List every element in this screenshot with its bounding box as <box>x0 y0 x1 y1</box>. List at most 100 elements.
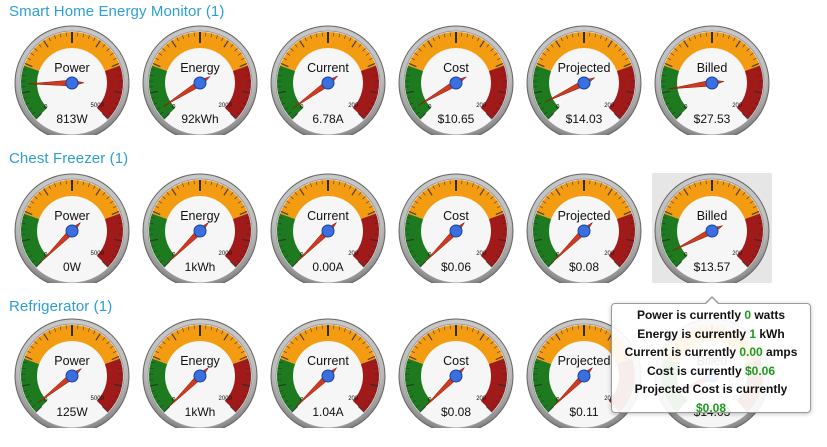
gauge-tick <box>550 337 554 341</box>
gauge-tick <box>490 196 494 200</box>
gauge-tick <box>114 102 119 105</box>
gauge-tick <box>362 196 366 200</box>
gauge-tick <box>21 90 30 94</box>
gauge-tick <box>159 259 164 263</box>
gauge-energy[interactable]: Energy 0 2000 1kWh <box>140 318 260 428</box>
gauge-tick <box>535 390 540 393</box>
gauge-tick <box>496 350 501 354</box>
gauge-tick <box>670 52 675 56</box>
gauge-tick <box>533 74 538 76</box>
gauge-tick <box>748 111 753 115</box>
gauge-tick <box>338 33 341 38</box>
gauge-tick <box>535 245 540 248</box>
gauge-value: 1.04A <box>312 405 343 419</box>
section-title[interactable]: Chest Freezer (1) <box>9 150 129 167</box>
gauge-current[interactable]: Current 0 200 6.78A <box>268 25 388 135</box>
gauge-billed[interactable]: Billed 0 200 $13.57 <box>652 173 772 283</box>
gauge-tick <box>678 192 682 196</box>
gauge-tick <box>605 37 608 42</box>
green-band <box>20 213 48 268</box>
gauge-tick <box>112 205 117 209</box>
red-band <box>352 65 379 120</box>
gauge-cost[interactable]: Cost 0 200 $0.06 <box>396 173 516 283</box>
gauge-cost[interactable]: Cost 0 200 $0.08 <box>396 318 516 428</box>
gauge-tick <box>106 341 110 345</box>
gauge-tick <box>349 37 352 42</box>
gauge-value: 813W <box>56 112 88 126</box>
gauge-value: 1kWh <box>185 405 216 419</box>
gauge-tick <box>621 200 626 204</box>
gauge-power[interactable]: Power 0 5000 125W <box>12 318 132 428</box>
gauge-tick <box>280 62 289 68</box>
gauge-current[interactable]: Current 0 200 0.00A <box>268 173 388 283</box>
tooltip-line: $0.08 <box>612 399 810 418</box>
gauge-tick <box>560 185 563 190</box>
gauge-tick <box>409 102 414 105</box>
gauge-tick <box>560 37 563 42</box>
gauge-projected[interactable]: Projected 0 200 $0.08 <box>524 173 644 283</box>
gauge-power[interactable]: Power 0 5000 0W <box>12 173 132 283</box>
gauge-tick <box>365 200 370 204</box>
section-title[interactable]: Refrigerator (1) <box>9 298 113 315</box>
orange-band <box>280 180 376 220</box>
gauge-tick <box>537 102 542 105</box>
gauge-value: $14.03 <box>566 112 603 126</box>
gauge-tick <box>407 245 412 248</box>
gauge-tick <box>234 341 238 345</box>
gauge-energy[interactable]: Energy 0 2000 92kWh <box>140 25 260 135</box>
gauge-tick <box>281 250 286 253</box>
orange-band <box>536 325 632 365</box>
gauge-tick <box>546 48 550 52</box>
gauge-tick <box>230 337 234 341</box>
gauge-tick <box>372 245 377 248</box>
gauge-tick <box>533 222 538 224</box>
gauge-tick <box>618 48 622 52</box>
gauge-tick <box>22 68 27 71</box>
gauge-tick <box>151 97 156 100</box>
gauge-tick <box>411 57 416 61</box>
gauge-energy[interactable]: Energy 0 2000 1kWh <box>140 173 260 283</box>
gauge-tick <box>620 111 625 115</box>
gauge-hub <box>193 224 207 238</box>
gauge-label: Cost <box>443 209 469 223</box>
gauge-tick <box>661 238 670 242</box>
gauge-tick <box>149 90 158 94</box>
tooltip-unit: amps <box>762 345 798 359</box>
gauge-hub <box>577 369 591 383</box>
gauge-tick <box>299 188 305 196</box>
gauge-tick <box>373 68 378 71</box>
gauge-tick <box>280 355 289 361</box>
gauge-value: 6.78A <box>312 112 343 126</box>
gauge-tick <box>279 390 284 393</box>
gauge-tick <box>343 328 346 333</box>
gauge-tick <box>542 52 547 56</box>
gauge-tick <box>236 404 241 408</box>
gauge-tick <box>419 112 427 120</box>
gauge-tick <box>664 62 673 68</box>
gauge-tick <box>746 196 750 200</box>
gauge-billed[interactable]: Billed 0 200 $27.53 <box>652 25 772 135</box>
gauge-tick <box>237 345 242 349</box>
gauge-tick <box>742 44 746 48</box>
gauge-cost[interactable]: Cost 0 200 $10.65 <box>396 25 516 135</box>
gauge-min-label: 0 <box>44 398 48 404</box>
gauge-tick <box>665 102 670 105</box>
gauge-projected[interactable]: Projected 0 200 $14.03 <box>524 25 644 135</box>
gauge-tick <box>443 181 446 186</box>
gauge-tick <box>751 210 760 216</box>
gauge-tick <box>667 205 672 209</box>
gauge-current[interactable]: Current02001.04A <box>268 318 388 428</box>
gauge-power[interactable]: Power 0 5000 813W <box>12 25 132 135</box>
gauge-tick <box>405 74 410 76</box>
gauge-tick <box>116 390 121 393</box>
gauge-tick <box>277 74 282 76</box>
gauge-tick <box>101 260 109 268</box>
gauge-hub <box>705 224 719 238</box>
gauge-tick <box>492 111 497 115</box>
gauge-tick <box>555 188 561 196</box>
gauge-tick <box>502 74 507 76</box>
gauge-tick <box>742 192 746 196</box>
section-title[interactable]: Smart Home Energy Monitor (1) <box>9 3 225 20</box>
